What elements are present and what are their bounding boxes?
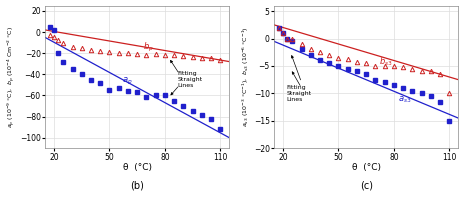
Text: $b_{s3}$: $b_{s3}$ (378, 56, 392, 68)
Text: $a_{s3}$: $a_{s3}$ (397, 95, 410, 105)
Y-axis label: $a_{s3}$ ($10^{-3}$ °C$^{-1}$),  $b_{s3}$ ($10^{-6}$ °C$^{-1}$): $a_{s3}$ ($10^{-3}$ °C$^{-1}$), $b_{s3}$… (240, 27, 250, 127)
Text: $b_p$: $b_p$ (143, 41, 153, 55)
Text: $a_p$: $a_p$ (122, 76, 133, 87)
Text: Fitting
Straight
Lines: Fitting Straight Lines (177, 71, 202, 88)
Title: (b): (b) (130, 180, 144, 190)
X-axis label: θ  (°C): θ (°C) (351, 163, 380, 172)
Text: Fitting
Straight
Lines: Fitting Straight Lines (286, 85, 311, 102)
Title: (c): (c) (359, 180, 372, 190)
Y-axis label: $a_p$ ($10^{-9}$ °C),  $b_p$ ($10^{-4}$ Cm$^{-2}$ °C): $a_p$ ($10^{-9}$ °C), $b_p$ ($10^{-4}$ C… (6, 26, 17, 128)
X-axis label: θ  (°C): θ (°C) (122, 163, 151, 172)
